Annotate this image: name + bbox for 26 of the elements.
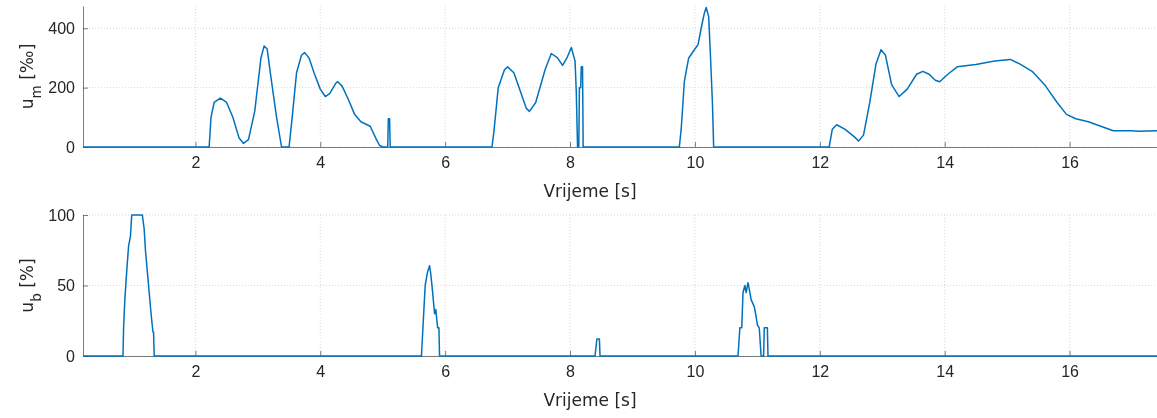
x-tick-label: 4 [316, 363, 326, 381]
x-tick-label: 14 [936, 154, 955, 172]
x-tick-label: 8 [566, 154, 576, 172]
x-tick-label: 2 [191, 363, 201, 381]
x-tick-label: 8 [566, 363, 576, 381]
x-tick-label: 16 [1061, 154, 1080, 172]
line-series [82, 6, 1157, 148]
x-tick-label: 2 [191, 154, 201, 172]
x-tick-label: 10 [686, 154, 705, 172]
x-tick-label: 6 [441, 154, 451, 172]
y-tick-label: 0 [66, 138, 76, 156]
y-tick-label: 100 [48, 206, 76, 224]
y-tick-label: 50 [57, 277, 76, 295]
x-axis-title: Vrijeme [s] [543, 181, 637, 201]
x-axis-title: Vrijeme [s] [543, 390, 637, 410]
x-tick-label: 10 [686, 363, 705, 381]
y-tick-label: 0 [66, 347, 76, 365]
x-tick-label: 12 [811, 154, 830, 172]
x-tick-label: 16 [1061, 363, 1080, 381]
y-tick-label: 400 [48, 19, 76, 37]
x-tick-label: 12 [811, 363, 830, 381]
line-series [82, 214, 1157, 357]
x-tick-label: 14 [936, 363, 955, 381]
y-tick-label: 200 [48, 79, 76, 97]
x-tick-label: 4 [316, 154, 326, 172]
x-tick-label: 6 [441, 363, 451, 381]
